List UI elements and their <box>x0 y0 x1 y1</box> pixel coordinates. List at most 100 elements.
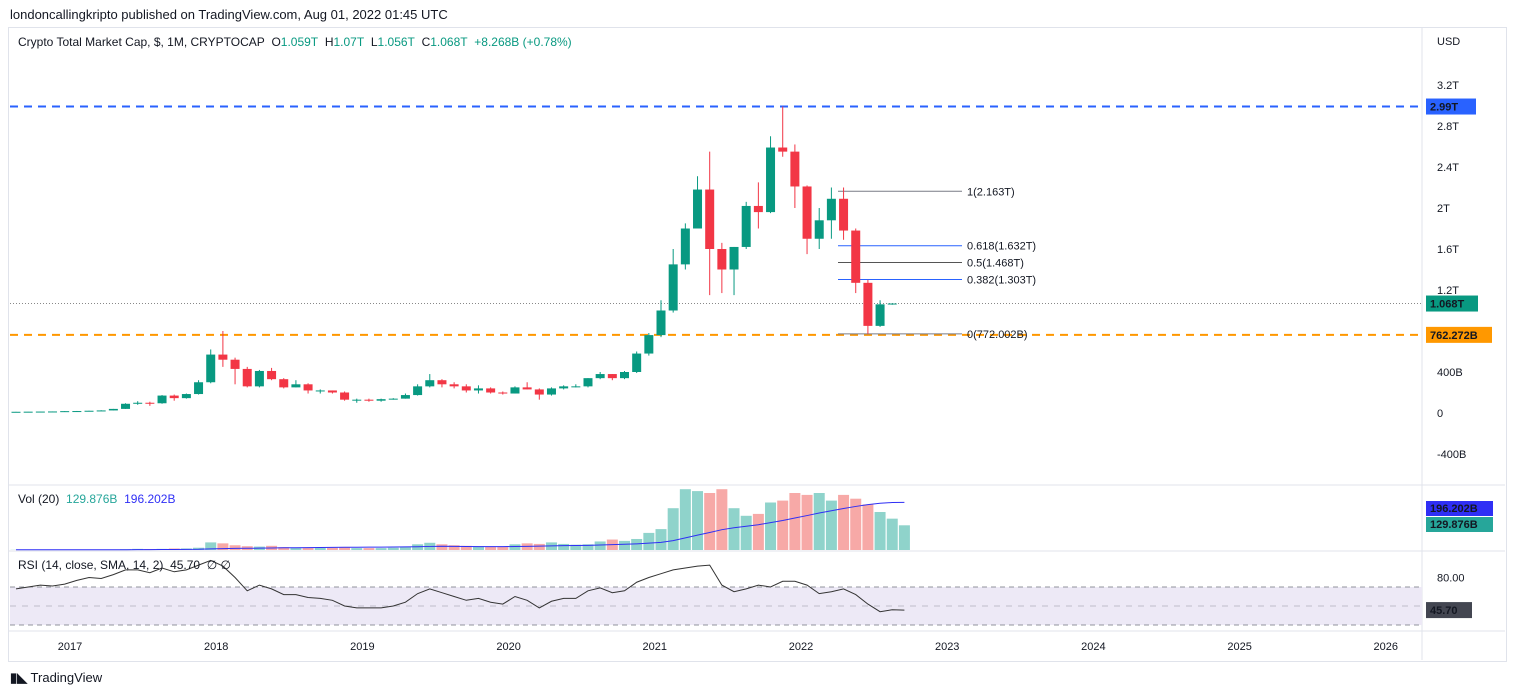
candle-body <box>461 386 471 391</box>
fib-level-label: 0.5(1.468T) <box>967 258 1024 270</box>
volume-bar <box>363 548 375 550</box>
volume-bar <box>655 529 667 550</box>
volume-bar <box>509 544 521 550</box>
volume-bar <box>205 542 217 550</box>
price-tick: 1.2T <box>1437 285 1459 297</box>
rsi-band <box>10 587 1422 625</box>
volume-bar <box>436 544 448 550</box>
candle-body <box>839 198 849 231</box>
candle-body <box>327 390 337 393</box>
volume-bar <box>813 493 825 550</box>
candle-body <box>72 411 82 413</box>
candle-body <box>863 282 873 326</box>
volume-bar <box>229 545 241 550</box>
fib-level-label: 0(772.002B) <box>967 329 1028 341</box>
candle-body <box>851 230 861 283</box>
volume-legend: Vol (20) 129.876B 196.202B <box>18 492 175 506</box>
candle-body <box>11 411 21 413</box>
candle-body <box>693 189 703 229</box>
volume-bar <box>752 513 764 550</box>
last-price-label: 1.068T <box>1430 299 1465 311</box>
volume-bar <box>399 546 411 550</box>
candle-body <box>340 392 350 400</box>
candle-body <box>705 189 715 249</box>
volume-bar <box>448 545 460 550</box>
candle-body <box>291 384 301 388</box>
candle-body <box>887 303 897 305</box>
volume-ma-value: 196.202B <box>124 492 176 506</box>
candle-body <box>388 398 398 400</box>
candle-body <box>473 388 483 391</box>
year-tick: 2024 <box>1081 641 1105 653</box>
candle-body <box>23 411 33 413</box>
year-tick: 2022 <box>789 641 813 653</box>
volume-bar <box>594 541 606 550</box>
candle-body <box>802 186 812 239</box>
open-label: O <box>271 35 281 49</box>
candle-body <box>668 264 678 311</box>
volume-bar <box>375 548 387 550</box>
candle-body <box>267 370 277 380</box>
candle-body <box>218 354 228 360</box>
rsi-tick: 80.00 <box>1437 573 1465 585</box>
close-label: C <box>421 35 431 49</box>
vol-label-box <box>1426 517 1493 532</box>
high-value: 1.07T <box>333 35 365 49</box>
candle-body <box>729 246 739 270</box>
price-tick: 3.2T <box>1437 80 1459 92</box>
candle-body <box>279 379 289 388</box>
volume-bar <box>339 547 351 550</box>
currency-label: USD <box>1437 36 1460 48</box>
volume-label: Vol (20) <box>18 492 60 506</box>
rsi-label-box <box>1426 602 1472 619</box>
year-tick: 2018 <box>204 641 228 653</box>
volume-bar <box>716 489 728 550</box>
candle-body <box>753 205 763 213</box>
year-tick: 2021 <box>643 641 667 653</box>
chart-frame <box>8 27 1507 662</box>
candle-body <box>607 374 617 379</box>
candle-body <box>157 395 167 404</box>
rsi-value: 45.70 <box>170 558 201 572</box>
candle-body <box>778 147 788 152</box>
symbol-legend: Crypto Total Market Cap, $, 1M, CRYPTOCA… <box>18 35 572 49</box>
volume-bar <box>740 515 752 550</box>
candle-body <box>875 304 885 326</box>
volume-bar <box>314 547 326 550</box>
volume-bar <box>850 498 862 550</box>
volume-bar <box>692 491 704 550</box>
high-label: H <box>324 35 334 49</box>
change-value: +8.268B (+0.78%) <box>474 35 572 49</box>
volume-bar <box>619 540 630 550</box>
rsi-label: RSI (14, close, SMA, 14, 2) <box>18 558 164 572</box>
year-tick: 2020 <box>496 641 520 653</box>
candle-body <box>376 399 386 401</box>
rsi-legend: RSI (14, close, SMA, 14, 2) 45.70 ∅ ∅ <box>18 558 231 572</box>
volume-bar <box>290 547 302 550</box>
candle-body <box>242 368 252 387</box>
volume-bar <box>278 547 290 550</box>
fib-level-label: 0.382(1.303T) <box>967 274 1036 286</box>
price-label: 762.272B <box>1430 330 1478 342</box>
volume-bar <box>777 500 789 550</box>
last-price-box <box>1426 295 1478 312</box>
candle-body <box>680 228 690 265</box>
fib-level-label: 1(2.163T) <box>967 186 1015 198</box>
volume-bar <box>643 532 655 550</box>
candle-body <box>546 388 556 395</box>
candle-body <box>121 403 131 409</box>
volume-bar <box>874 512 886 550</box>
volume-bar <box>351 548 363 550</box>
candle-body <box>620 372 629 379</box>
candle-body <box>583 378 593 387</box>
year-tick: 2019 <box>350 641 374 653</box>
candle-body <box>741 205 751 247</box>
low-value: 1.056T <box>377 35 415 49</box>
candle-body <box>826 198 836 221</box>
candle-body <box>486 388 496 393</box>
price-tick: 1.6T <box>1437 244 1459 256</box>
volume-value: 129.876B <box>66 492 118 506</box>
volume-bar <box>570 544 582 550</box>
candle-body <box>644 335 654 354</box>
